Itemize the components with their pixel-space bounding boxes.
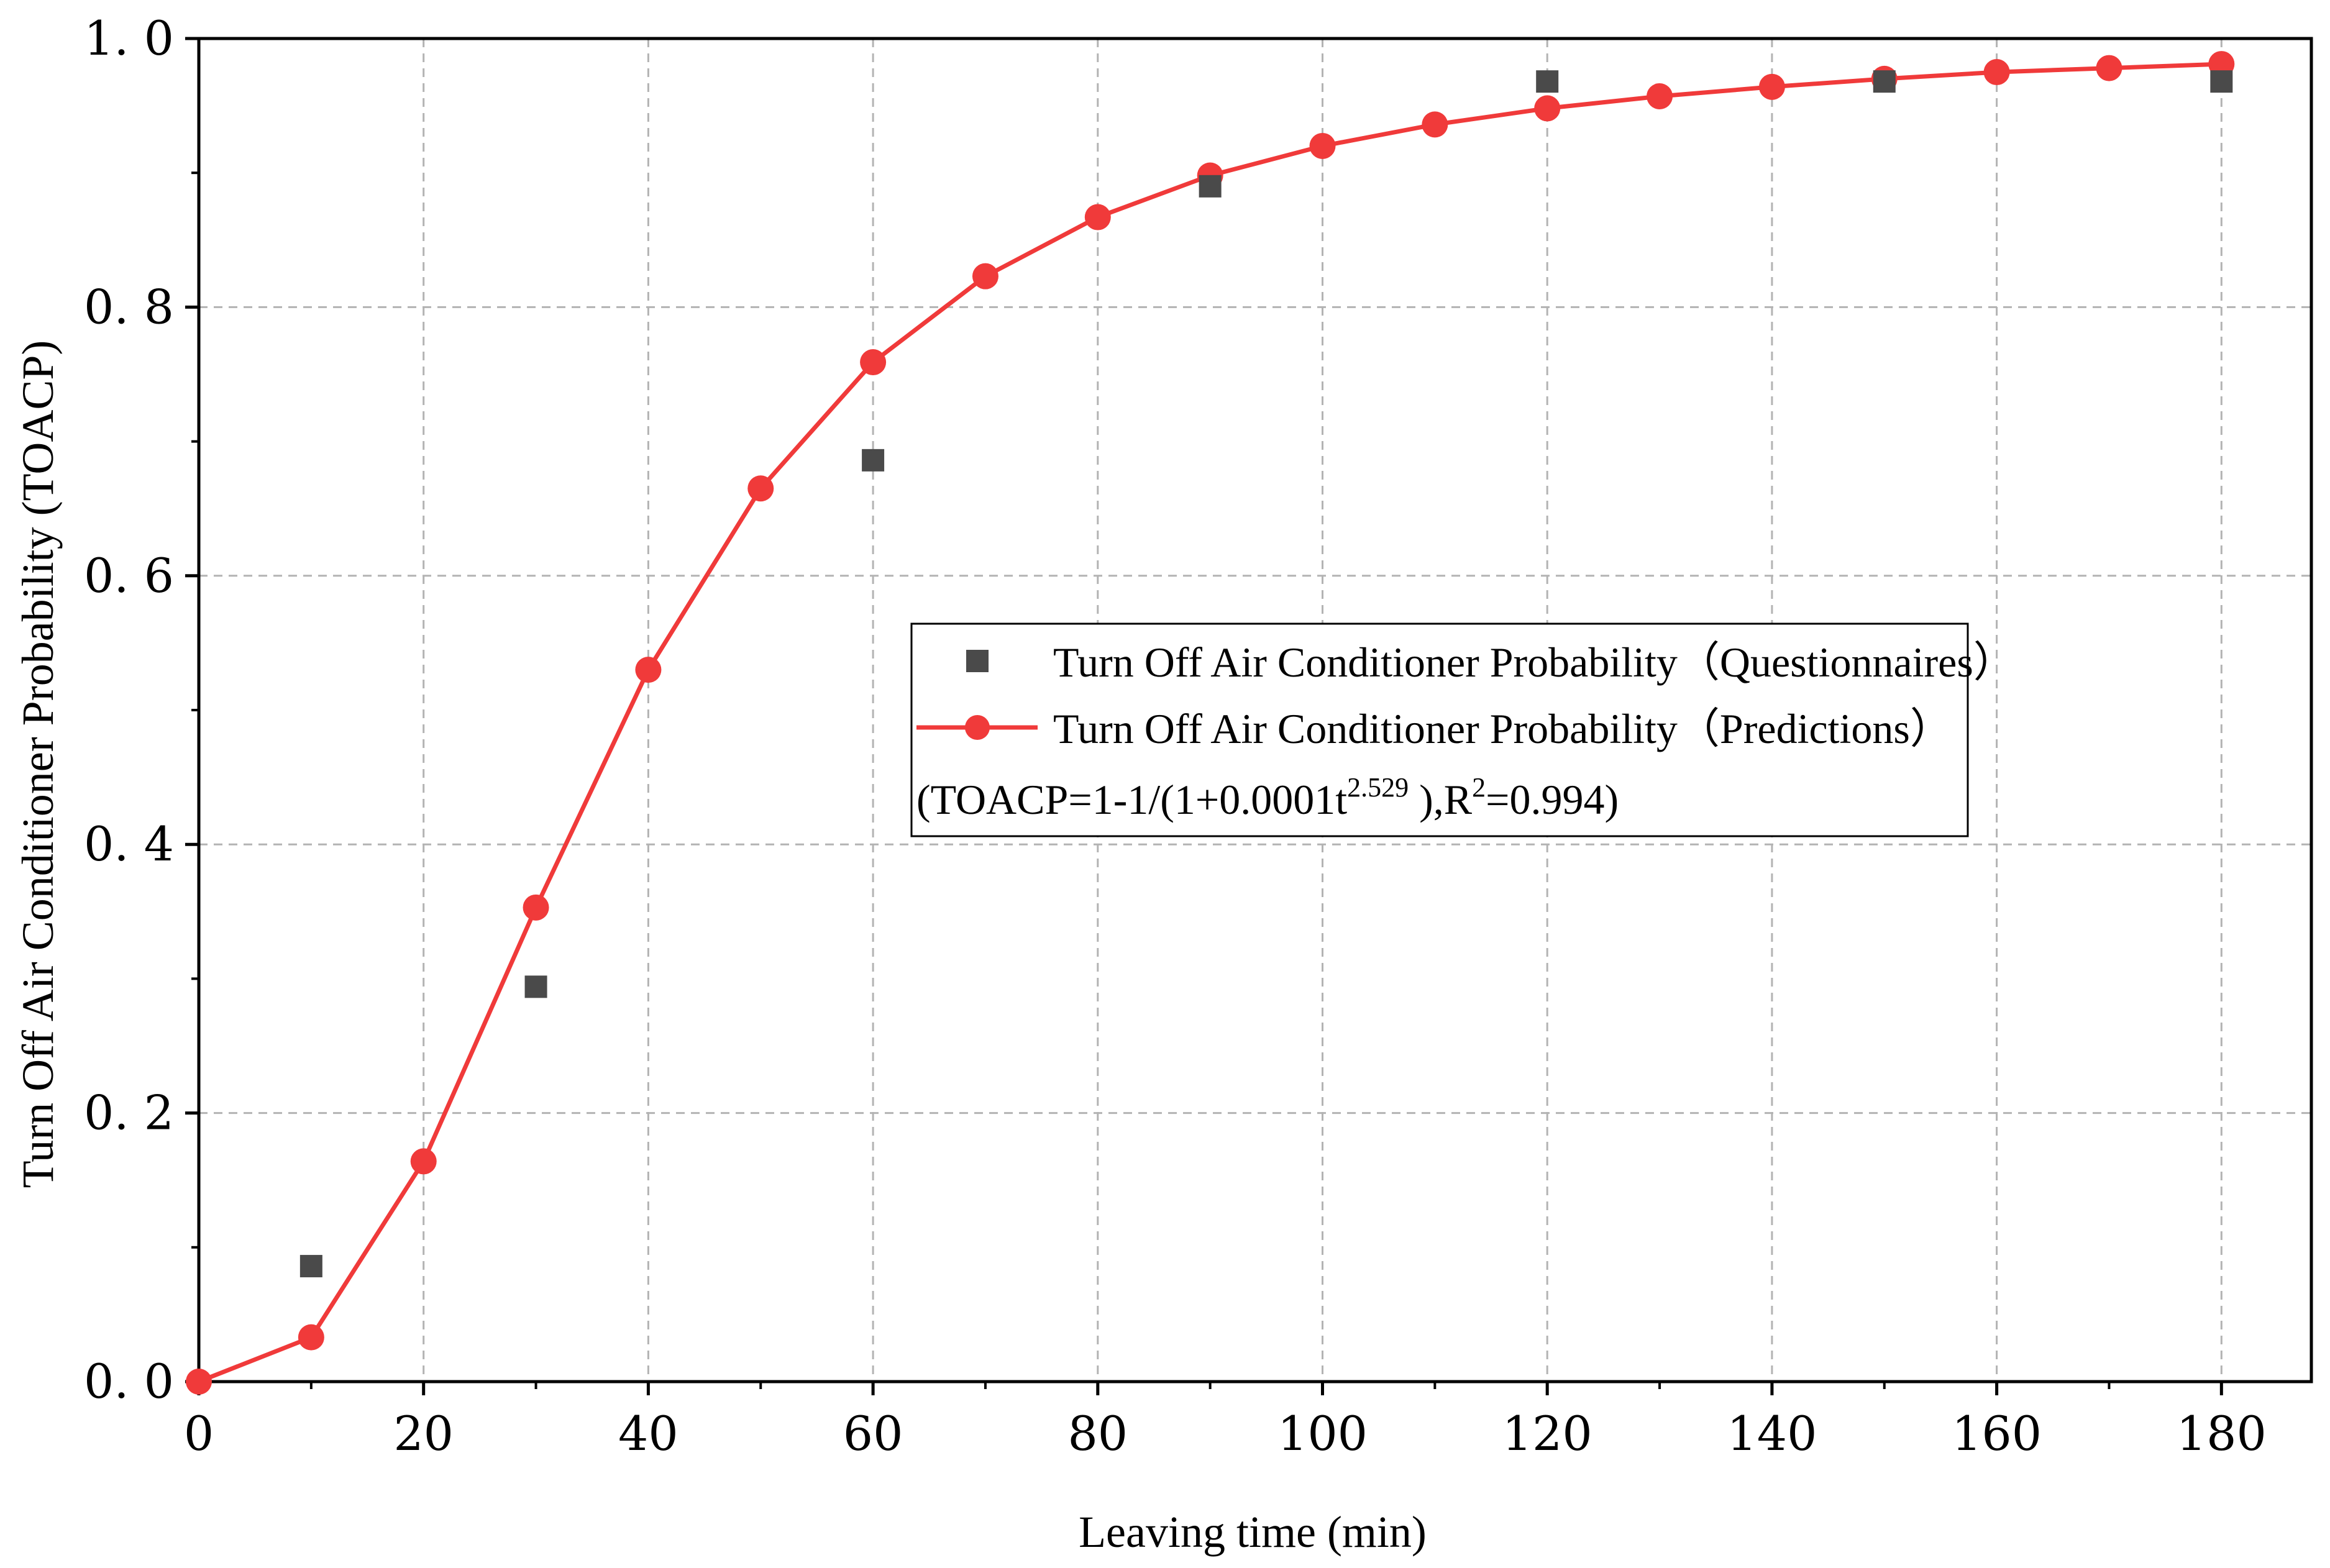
- legend-box: [910, 622, 1969, 837]
- prediction-point: [410, 1148, 437, 1175]
- x-tick-labels: 0 20 40 60 80 100 120 140 160 180: [184, 1406, 2267, 1461]
- y-tick-label: 0. 0: [84, 1354, 174, 1409]
- prediction-point: [523, 894, 549, 921]
- y-axis-title: Turn Off Air Conditioner Probability (TO…: [13, 340, 63, 1188]
- prediction-point: [860, 349, 887, 376]
- x-tick-label: 140: [1727, 1406, 1817, 1461]
- x-tick-label: 80: [1067, 1406, 1128, 1461]
- y-tick-label: 1. 0: [84, 11, 174, 66]
- legend-equation: (TOACP=1-1/(1+0.0001t2.529 ),R2=0.994): [916, 772, 1619, 823]
- prediction-point: [972, 263, 998, 289]
- prediction-point: [1309, 132, 1336, 159]
- legend-predictions-label: Turn Off Air Conditioner Probability（Pre…: [1053, 705, 1952, 752]
- x-tick-label: 100: [1277, 1406, 1368, 1461]
- questionnaire-point: [524, 975, 547, 998]
- y-tick-label: 0. 2: [84, 1085, 174, 1141]
- prediction-point: [1422, 111, 1448, 138]
- questionnaire-point: [2210, 70, 2233, 93]
- legend-predictions-marker: [965, 715, 990, 740]
- prediction-point: [1647, 83, 1673, 109]
- x-tick-label: 160: [1952, 1406, 2042, 1461]
- equation-middle: ),R: [1409, 776, 1473, 823]
- equation-r-exponent: 2: [1472, 772, 1486, 803]
- y-tick-label: 0. 4: [84, 816, 174, 872]
- questionnaires-markers: [299, 70, 2233, 1278]
- questionnaire-point: [299, 1255, 322, 1278]
- questionnaire-point: [1199, 175, 1222, 198]
- equation-prefix: (TOACP=1-1/(1+0.0001t: [916, 776, 1347, 823]
- prediction-point: [1983, 59, 2010, 86]
- questionnaire-point: [862, 449, 885, 472]
- prediction-point: [747, 475, 774, 502]
- x-tick-label: 180: [2177, 1406, 2267, 1461]
- x-tick-label: 60: [843, 1406, 903, 1461]
- prediction-point: [1534, 95, 1561, 122]
- x-tick-label: 40: [618, 1406, 678, 1461]
- prediction-point: [1758, 73, 1785, 100]
- x-tick-label: 20: [393, 1406, 454, 1461]
- equation-exponent: 2.529: [1347, 772, 1409, 803]
- legend-questionnaires-marker: [966, 650, 989, 672]
- legend-questionnaires-label: Turn Off Air Conditioner Probability（Que…: [1053, 639, 2016, 686]
- prediction-point: [298, 1324, 324, 1351]
- prediction-point: [1084, 204, 1111, 230]
- prediction-point: [2096, 55, 2122, 81]
- x-axis-title: Leaving time (min): [1079, 1507, 1427, 1557]
- y-tick-label: 0. 6: [84, 548, 174, 603]
- x-tick-label: 0: [184, 1406, 214, 1461]
- y-tick-labels: 0. 0 0. 2 0. 4 0. 6 0. 8 1. 0: [84, 11, 174, 1409]
- x-tick-label: 120: [1502, 1406, 1592, 1461]
- equation-suffix: =0.994): [1486, 776, 1619, 823]
- legend: Turn Off Air Conditioner Probability（Que…: [910, 622, 2016, 837]
- prediction-point: [186, 1369, 212, 1395]
- questionnaire-point: [1536, 70, 1559, 93]
- prediction-point: [635, 657, 662, 683]
- y-tick-label: 0. 8: [84, 279, 174, 334]
- questionnaire-point: [1873, 70, 1896, 93]
